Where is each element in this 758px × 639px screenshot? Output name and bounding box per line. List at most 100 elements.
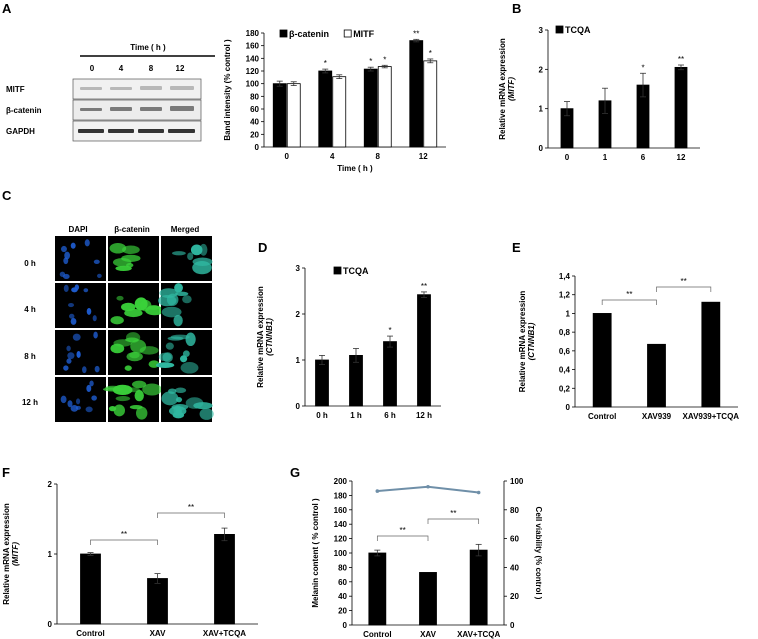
bracket-label: **: [450, 509, 456, 518]
x-tick-label: 12: [419, 152, 428, 161]
micro-col-label: DAPI: [68, 225, 87, 234]
micro-cell: [134, 390, 144, 402]
y-tick-label: 0,8: [559, 328, 571, 337]
bar: [272, 83, 287, 148]
y-tick-label: 0: [566, 403, 571, 412]
micro-cell: [115, 395, 131, 402]
panel-label-c: C: [2, 188, 12, 203]
micro-cell: [72, 333, 81, 341]
micro-cell: [131, 380, 147, 389]
micro-cell: [168, 388, 177, 394]
significance-star: *: [369, 57, 372, 66]
micro-cell: [66, 358, 72, 364]
y-axis-label: Relative mRNA expression: [498, 38, 507, 140]
significance-star: *: [324, 59, 327, 68]
y-tick-label: 0: [539, 144, 544, 153]
y-tick-label: 0,2: [559, 384, 571, 393]
micro-cell: [109, 243, 127, 254]
micro-cell: [185, 397, 204, 409]
x-tick-label: XAV+TCQA: [457, 630, 500, 639]
blot-bands-gapdh: [78, 129, 195, 133]
bar: [332, 76, 347, 148]
legend-swatch: [333, 266, 342, 275]
micro-cell: [170, 334, 190, 340]
micro-cell: [86, 308, 92, 315]
y2-tick-label: 40: [510, 563, 519, 572]
micro-cell: [122, 245, 140, 255]
y-tick-label: 140: [246, 54, 260, 63]
x-tick-label: 6 h: [384, 411, 396, 420]
significance-star: *: [641, 63, 644, 72]
x-tick-label: 1 h: [350, 411, 362, 420]
x-tick-label: 8: [376, 152, 381, 161]
western-blot: Time ( h ) 0 4 8 12 MITF β-catenin GAPDH: [6, 43, 215, 142]
bar: [286, 83, 301, 148]
y-tick-label: 60: [338, 578, 347, 587]
micro-cell: [71, 287, 78, 293]
micro-cell: [69, 313, 75, 319]
y-axis-label: Relative mRNA expression: [256, 286, 265, 388]
micro-cell: [126, 332, 141, 343]
y-tick-label: 1: [296, 356, 301, 365]
bar: [377, 66, 392, 148]
y-tick-label: 0: [255, 143, 260, 152]
micro-cell: [116, 295, 124, 301]
y-tick-label: 1: [566, 309, 571, 318]
chart-e: 0 0,2 0,4 0,6 0,8 1 1,2 1,4 Control XAV939 XAV939+…: [518, 272, 739, 421]
micro-row-label: 12 h: [22, 398, 38, 407]
micro-cell: [110, 316, 124, 325]
bar: [214, 534, 235, 625]
y-tick-label: 120: [246, 67, 260, 76]
bracket-label: **: [626, 290, 632, 299]
micro-cell: [124, 308, 143, 318]
micro-cell: [159, 288, 178, 298]
micro-cell: [187, 252, 194, 261]
legend-swatch: [555, 25, 564, 34]
micro-cell: [91, 395, 97, 401]
y-tick-label: 2: [296, 310, 301, 319]
microscopy-panel: DAPI β-catenin Merged 0 h 4 h 8 h 12 h: [22, 225, 214, 422]
micro-cell: [175, 291, 189, 296]
micro-cell: [108, 405, 117, 412]
significance-star: *: [388, 326, 391, 335]
micro-cell: [63, 284, 69, 293]
micro-cell: [115, 265, 132, 272]
y-axis-label-gene: (MITF): [11, 542, 20, 566]
micro-cell: [139, 299, 152, 312]
x-tick-label: 0: [565, 153, 570, 162]
panel-label-e: E: [512, 240, 521, 255]
blot-time-header: Time ( h ): [130, 43, 166, 52]
micro-cell: [174, 283, 183, 293]
y-tick-label: 1: [539, 105, 544, 114]
y-tick-label: 60: [250, 105, 259, 114]
micro-cell: [199, 243, 208, 256]
blot-row-label: β-catenin: [6, 106, 42, 115]
x-tick-label: Control: [588, 412, 616, 421]
y-tick-label: 1: [48, 550, 53, 559]
y-tick-label: 160: [246, 42, 260, 51]
micro-cell: [113, 404, 125, 417]
micro-cell: [86, 384, 92, 393]
micro-cell: [64, 251, 71, 260]
micro-image-grid: [55, 236, 214, 422]
micro-cell: [97, 273, 102, 278]
significance-bracket: [157, 512, 225, 518]
bar: [409, 40, 424, 148]
y-axis-label: Relative mRNA expression: [518, 291, 527, 393]
significance-bracket: [376, 535, 429, 541]
micro-cell: [179, 355, 188, 363]
bar: [318, 70, 333, 148]
micro-col-label: Merged: [171, 225, 200, 234]
x-tick-label: XAV+TCQA: [203, 629, 246, 638]
micro-cell: [121, 254, 141, 262]
bar: [147, 578, 168, 625]
y-tick-label: 160: [334, 506, 348, 515]
y-tick-label: 0: [296, 402, 301, 411]
micro-cell: [182, 350, 190, 357]
significance-star: *: [429, 49, 432, 58]
significance-bracket: [656, 286, 712, 292]
panel-label-b: B: [512, 1, 521, 16]
legend-label: MITF: [353, 29, 374, 39]
